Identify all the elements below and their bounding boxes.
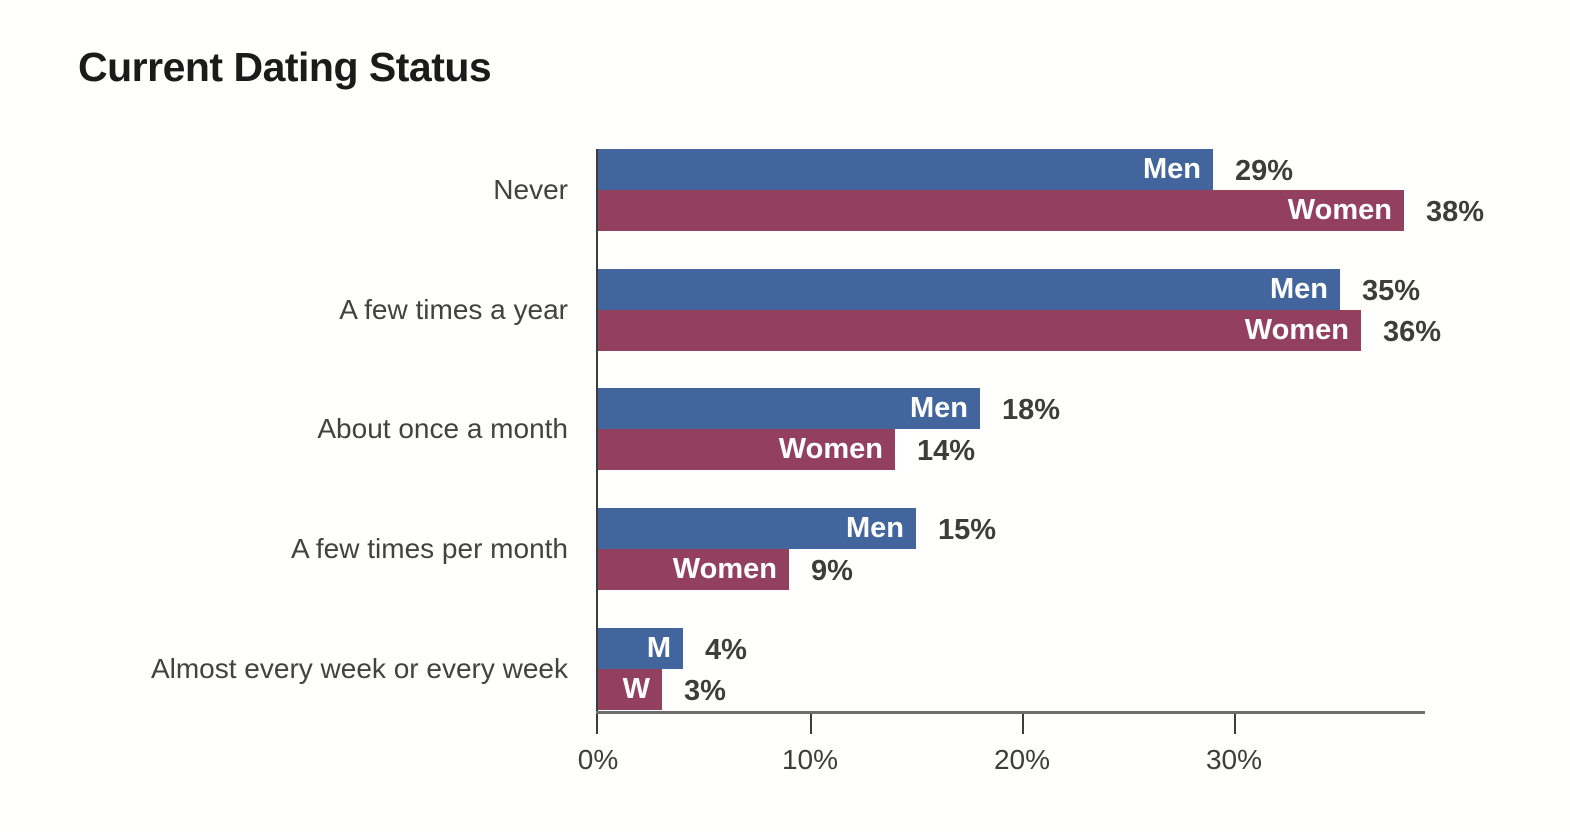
bar-label-women: Women [672, 553, 777, 585]
bar-label-men: Men [1143, 153, 1201, 185]
bar-women: Women [598, 429, 895, 470]
bar-label-men: Men [1270, 273, 1328, 305]
bar-label-women: Women [1287, 194, 1392, 226]
bar-label-women: W [622, 673, 650, 705]
x-axis-tick-label: 10% [781, 744, 839, 775]
value-label-women: 14% [917, 435, 976, 467]
category-label: A few times a year [339, 294, 568, 325]
bar-men: Men [598, 388, 980, 429]
bar-women: Women [598, 190, 1404, 231]
bar-men: Men [598, 508, 916, 549]
value-label-women: 36% [1383, 316, 1442, 348]
bar-women: Women [598, 310, 1361, 351]
value-label-women: 38% [1426, 196, 1485, 228]
category-label: Almost every week or every week [150, 653, 568, 684]
chart-title: Current Dating Status [78, 44, 492, 90]
bar-men: Men [598, 269, 1340, 310]
bar-label-women: Women [778, 433, 883, 465]
bar-label-men: Men [910, 392, 968, 424]
x-axis-tick [810, 714, 812, 734]
bar-men: Men [598, 149, 1213, 190]
value-label-men: 29% [1235, 155, 1294, 187]
x-axis-tick [1022, 714, 1024, 734]
x-axis-tick-label: 30% [1205, 744, 1263, 775]
category-label: A few times per month [290, 533, 568, 564]
bar-label-men: Men [846, 512, 904, 544]
category-label: Never [493, 174, 568, 205]
value-label-men: 15% [938, 514, 997, 546]
value-label-men: 18% [1002, 394, 1061, 426]
bar-label-women: Women [1244, 314, 1349, 346]
bar-men: M [598, 628, 683, 669]
x-axis-tick-label: 0% [577, 744, 619, 775]
bar-women: W [598, 669, 662, 710]
value-label-men: 35% [1362, 275, 1421, 307]
x-axis-line [596, 711, 1425, 714]
bar-women: Women [598, 549, 789, 590]
value-label-women: 3% [684, 675, 726, 707]
value-label-women: 9% [811, 555, 853, 587]
value-label-men: 4% [705, 634, 747, 666]
category-label: About once a month [317, 413, 568, 444]
x-axis-tick [1234, 714, 1236, 734]
x-axis-tick-label: 20% [993, 744, 1051, 775]
bar-label-men: M [646, 632, 671, 664]
y-axis-line [596, 149, 598, 734]
